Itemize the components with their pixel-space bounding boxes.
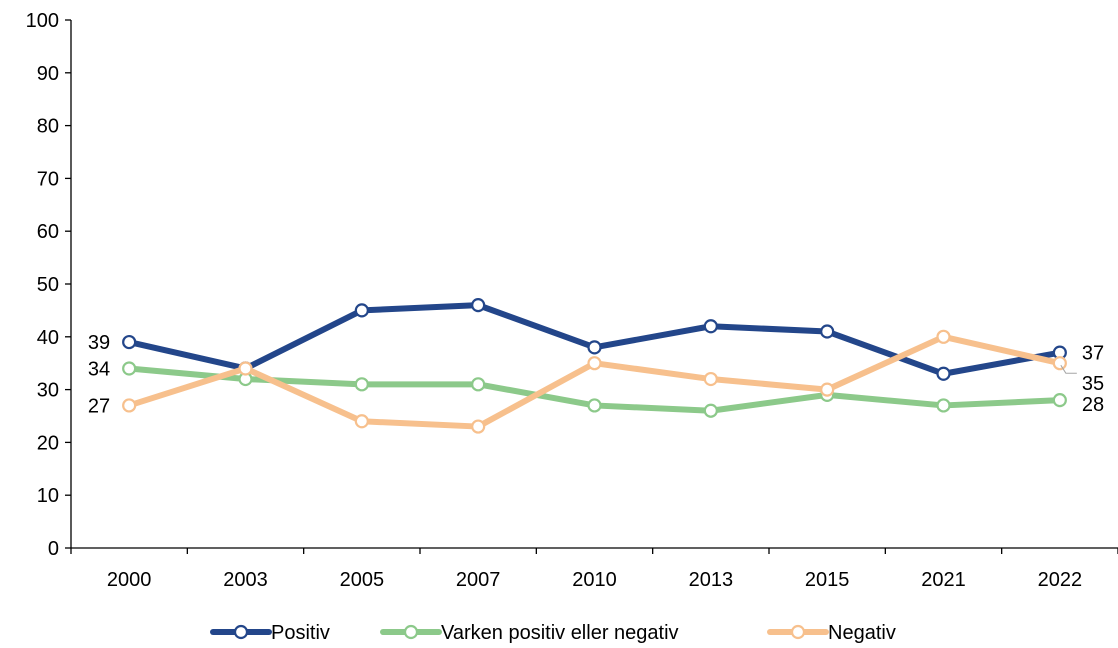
data-point [354, 303, 369, 318]
series-positiv [122, 298, 1067, 381]
x-tick-label: 2000 [107, 569, 152, 591]
y-tick-label: 40 [37, 327, 59, 349]
start-label: 39 [88, 332, 110, 354]
data-point [122, 361, 137, 376]
legend-item: Positiv [210, 622, 330, 644]
y-tick-label: 80 [37, 116, 59, 138]
data-labels: 39 37 34 28 27 35 [88, 332, 1104, 417]
legend-item: Negativ [767, 622, 896, 644]
series-varken-positiv-eller-negativ [122, 361, 1067, 418]
data-point [936, 398, 951, 413]
data-point [354, 377, 369, 392]
data-point [238, 361, 253, 376]
x-tick-label: 2010 [572, 569, 617, 591]
x-tick-label: 2022 [1038, 569, 1083, 591]
data-point [354, 414, 369, 429]
data-point [122, 334, 137, 350]
axes: 0 10 20 30 40 50 60 70 80 90 100 2000 2003 2005 2007 20… [26, 10, 1118, 591]
data-point [820, 324, 835, 339]
start-label: 34 [88, 358, 110, 380]
data-point [587, 398, 602, 413]
y-tick-label: 0 [48, 538, 59, 560]
data-point [471, 377, 486, 392]
leader-line [1060, 364, 1077, 374]
data-point [1052, 356, 1067, 371]
y-tick-label: 30 [37, 380, 59, 402]
data-point [936, 329, 951, 344]
legend-swatch-marker [233, 624, 249, 640]
x-tick-label: 2013 [689, 569, 734, 591]
data-point [1052, 393, 1067, 408]
data-point [471, 419, 486, 434]
y-tick-label: 50 [37, 274, 59, 296]
data-point [587, 340, 602, 355]
x-tick-label: 2007 [456, 569, 501, 591]
legend-label: Varken positiv eller negativ [441, 622, 679, 644]
series-negativ [122, 329, 1067, 434]
data-point [703, 403, 718, 418]
series-layer [122, 298, 1067, 434]
data-point [703, 371, 718, 387]
y-tick-label: 60 [37, 221, 59, 243]
y-tick-label: 20 [37, 432, 59, 454]
x-tick-label: 2003 [223, 569, 268, 591]
start-label: 27 [88, 395, 110, 417]
data-point [936, 366, 951, 381]
x-tick-label: 2015 [805, 569, 850, 591]
legend-swatch-marker [790, 624, 806, 640]
legend-label: Positiv [271, 622, 330, 644]
y-tick-label: 90 [37, 63, 59, 85]
data-point [471, 298, 486, 313]
legend-swatch-marker [403, 624, 419, 640]
data-point [122, 398, 137, 413]
end-label: 28 [1082, 394, 1104, 416]
y-tick-label: 70 [37, 168, 59, 190]
data-point [703, 319, 718, 334]
data-point [820, 382, 835, 397]
y-tick-label: 10 [37, 485, 59, 507]
legend-item: Varken positiv eller negativ [380, 622, 679, 644]
legend: Positiv Varken positiv eller negativ Negat… [210, 622, 896, 644]
x-tick-label: 2021 [921, 569, 966, 591]
y-tick-label: 100 [26, 10, 59, 32]
legend-label: Negativ [828, 622, 896, 644]
x-tick-label: 2005 [340, 569, 385, 591]
end-label: 37 [1082, 343, 1104, 365]
data-point [587, 356, 602, 371]
end-label: 35 [1082, 373, 1104, 395]
